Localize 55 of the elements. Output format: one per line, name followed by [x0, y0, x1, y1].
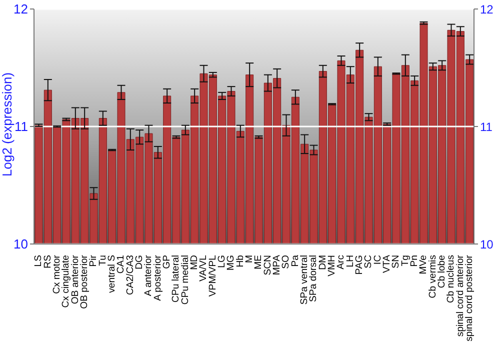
- x-tick-label: OB posterior: [78, 254, 90, 309]
- x-tick-label: A anterior: [143, 254, 154, 296]
- x-tick-label: MPA: [271, 254, 282, 276]
- x-tick-label: CA2/CA3: [124, 255, 136, 295]
- x-tick-label: M: [244, 255, 255, 263]
- x-tick-label: LG: [216, 255, 228, 268]
- x-tick-label: Pn: [408, 255, 420, 267]
- x-tick-label: CA1: [116, 255, 127, 274]
- x-tick-label: ventral S: [106, 255, 118, 293]
- x-tick-label: Hb: [234, 255, 246, 268]
- y-tick-label: 12: [14, 2, 28, 17]
- y-tick-label: 11: [14, 119, 28, 134]
- x-tick-label: DM: [317, 254, 328, 270]
- x-tick-label: SPa dorsal: [308, 255, 320, 302]
- x-tick-label: Cb vermis: [427, 254, 438, 298]
- y-axis-title: Log2 (expression): [0, 72, 15, 176]
- x-tick-label: CPu medial: [180, 255, 191, 305]
- x-tick-label: A posterior: [152, 254, 164, 301]
- x-tick-label: spinal cord anterior: [454, 254, 466, 337]
- x-tick-label: SO: [280, 255, 292, 269]
- x-tick-label: MG: [226, 255, 237, 270]
- x-tick-label: Arc: [336, 254, 347, 270]
- x-tick-label: Cx cingulate: [60, 255, 72, 308]
- x-tick-label: SC: [363, 254, 374, 268]
- x-tick-label: SN: [390, 254, 402, 268]
- y2-tick-label: 10: [480, 237, 494, 252]
- x-tick-label: RS: [42, 255, 54, 268]
- x-tick-label: Tu: [97, 255, 108, 266]
- x-tick-label: CPu lateral: [170, 255, 182, 302]
- x-tick-label: spinal cord posterior: [464, 254, 475, 342]
- x-tick-label: IC: [372, 254, 384, 265]
- x-tick-label: Cb lobe: [436, 255, 448, 288]
- x-tick-label: VA/VL: [198, 254, 210, 282]
- x-tick-label: VMH: [326, 254, 338, 276]
- x-tick-label: MD: [188, 254, 200, 270]
- x-tick-label: Cx motor: [51, 254, 62, 294]
- x-tick-label: ME: [253, 255, 264, 270]
- x-tick-label: LH: [344, 254, 356, 268]
- x-tick-label: Pir: [88, 254, 100, 267]
- x-tick-label: VTA: [381, 254, 392, 273]
- x-tick-label: DG: [134, 255, 145, 270]
- x-tick-label: SPa ventral: [298, 255, 310, 305]
- x-tick-label: Tg: [400, 255, 411, 266]
- x-tick-label: LS: [33, 255, 44, 267]
- x-tick-label: Cb nucleus: [446, 254, 457, 303]
- x-tick-label: PAG: [354, 255, 365, 275]
- y-tick-label: 10: [14, 236, 28, 252]
- y2-tick-label: 12: [480, 2, 494, 16]
- x-tick-label: Pa: [290, 254, 301, 267]
- y2-tick-label: 11: [480, 120, 493, 134]
- x-tick-label: OB anterior: [70, 254, 81, 304]
- x-tick-label: VPM/VPL: [207, 254, 218, 297]
- x-tick-label: GP: [161, 255, 172, 269]
- x-tick-label: MVe: [418, 255, 430, 274]
- x-tick-label: SCN: [262, 254, 274, 276]
